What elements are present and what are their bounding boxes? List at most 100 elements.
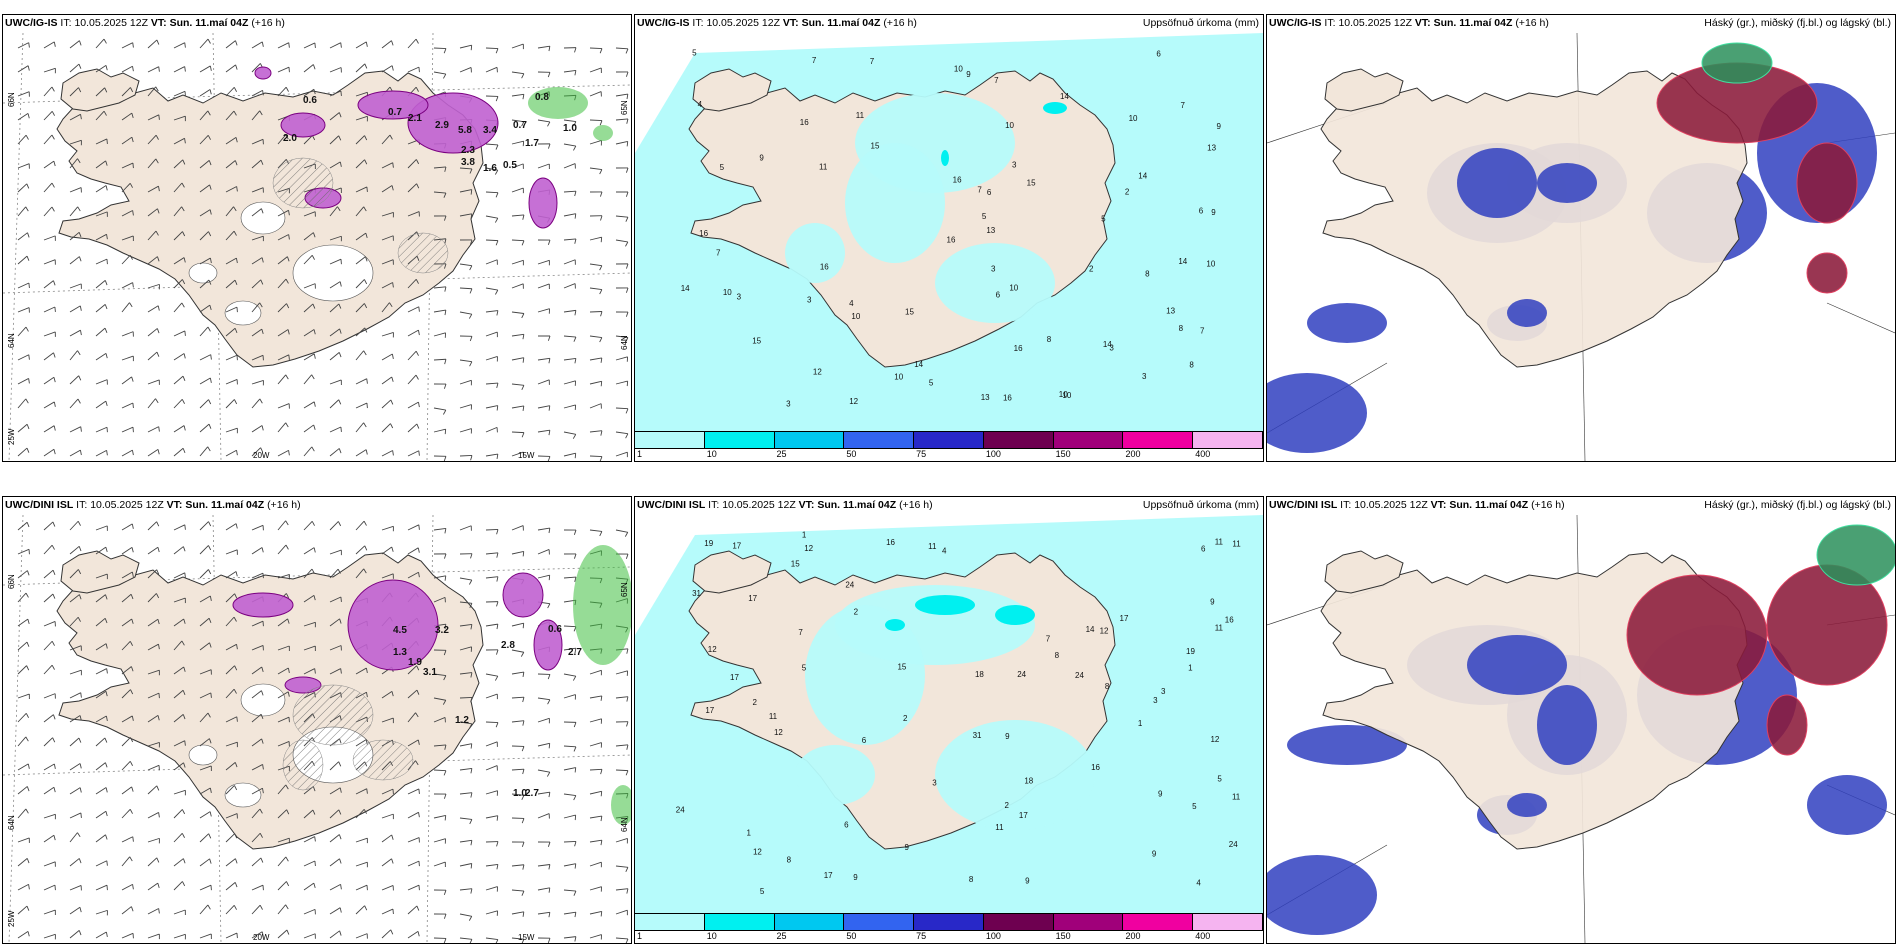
title-lead: (+16 h) bbox=[267, 499, 301, 511]
wind-value-label: 2.7 bbox=[568, 647, 582, 658]
precip-value-label: 5 bbox=[929, 378, 934, 387]
cloud-map bbox=[1267, 33, 1895, 461]
wind-value-label: 5.8 bbox=[458, 125, 472, 136]
precip-value-label: 9 bbox=[904, 843, 909, 852]
precip-value-label: 8 bbox=[1189, 361, 1194, 370]
colorbar-label: 50 bbox=[846, 931, 857, 941]
latitude-label: 66N bbox=[7, 92, 16, 107]
title-vt-prefix: VT: bbox=[782, 17, 799, 29]
wind-value-label: 0.7 bbox=[388, 107, 402, 118]
precip-value-label: 12 bbox=[753, 848, 762, 857]
precip-value-label: 24 bbox=[1017, 670, 1026, 679]
precip-value-label: 5 bbox=[1217, 774, 1222, 783]
wind-value-label: 1.7 bbox=[525, 138, 539, 149]
precip-value-label: 16 bbox=[820, 262, 829, 271]
precip-value-label: 16 bbox=[953, 175, 962, 184]
precip-value-label: 14 bbox=[1086, 625, 1095, 634]
panel-subtitle: Háský (gr.), miðský (fj.bl.) og lágský (… bbox=[1704, 17, 1891, 29]
precip-value-label: 5 bbox=[692, 48, 697, 57]
precip-value-label: 8 bbox=[1179, 324, 1184, 333]
precip-value-label: 17 bbox=[1019, 811, 1028, 820]
colorbar-swatch bbox=[1193, 914, 1263, 930]
precip-value-label: 6 bbox=[1201, 545, 1206, 554]
precip-value-label: 16 bbox=[1014, 344, 1023, 353]
panel-title: UWC/IG-IS IT: 10.05.2025 12Z VT: Sun. 11… bbox=[1269, 17, 1549, 29]
wind-value-label: 2.3 bbox=[461, 145, 475, 156]
colorbar-swatch bbox=[635, 432, 705, 448]
title-model: UWC/DINI ISL bbox=[1269, 499, 1338, 511]
precip-value-label: 6 bbox=[862, 736, 867, 745]
precip-value-label: 2 bbox=[1005, 801, 1010, 810]
precip-value-label: 3 bbox=[991, 264, 996, 273]
colorbar-label: 75 bbox=[916, 449, 927, 459]
precip-value-label: 16 bbox=[1091, 763, 1100, 772]
precip-value-label: 11 bbox=[769, 712, 778, 721]
colorbar-label: 50 bbox=[846, 449, 857, 459]
precip-value-label: 10 bbox=[954, 65, 963, 74]
precip-value-label: 16 bbox=[1225, 616, 1234, 625]
panel-title: UWC/IG-IS IT: 10.05.2025 12Z VT: Sun. 11… bbox=[5, 17, 285, 29]
precip-value-label: 14 bbox=[1103, 340, 1112, 349]
precip-value-label: 10 bbox=[1009, 283, 1018, 292]
colorbar-swatch bbox=[914, 914, 984, 930]
precip-value-label: 13 bbox=[1166, 307, 1175, 316]
title-it-prefix: IT: bbox=[708, 499, 720, 511]
title-model: UWC/DINI ISL bbox=[637, 499, 706, 511]
title-it: 10.05.2025 12Z bbox=[74, 17, 148, 29]
precip-value-label: 9 bbox=[966, 70, 971, 79]
precip-value-label: 7 bbox=[1046, 635, 1051, 644]
title-it-prefix: IT: bbox=[60, 17, 72, 29]
title-vt: Sun. 11.maí 04Z bbox=[1449, 499, 1529, 511]
latitude-label-right: 64N bbox=[620, 335, 629, 350]
precip-value-label: 17 bbox=[1120, 614, 1129, 623]
title-it-prefix: IT: bbox=[76, 499, 88, 511]
wind-value-label: 3.4 bbox=[483, 125, 497, 136]
title-vt-prefix: VT: bbox=[166, 499, 183, 511]
precip-map: 8113121671124211241819972583117171211117… bbox=[635, 515, 1263, 943]
wind-value-label: 0.6 bbox=[548, 624, 562, 635]
precip-value-label: 7 bbox=[870, 57, 875, 66]
precip-value-label: 8 bbox=[1055, 651, 1060, 660]
panel-subtitle: Uppsöfnuð úrkoma (mm) bbox=[1142, 17, 1259, 29]
precip-value-label: 9 bbox=[1152, 850, 1157, 859]
precip-value-label: 11 bbox=[1215, 537, 1224, 546]
precip-value-label: 14 bbox=[1060, 92, 1069, 101]
panel-title: UWC/DINI ISL IT: 10.05.2025 12Z VT: Sun.… bbox=[637, 499, 933, 511]
precip-value-label: 24 bbox=[676, 805, 685, 814]
title-it-prefix: IT: bbox=[692, 17, 704, 29]
title-it: 10.05.2025 12Z bbox=[706, 17, 780, 29]
title-it: 10.05.2025 12Z bbox=[1338, 17, 1412, 29]
colorbar-swatch bbox=[704, 914, 775, 930]
precip-value-label: 2 bbox=[854, 607, 859, 616]
precip-value-label: 18 bbox=[975, 670, 984, 679]
precip-value-label: 5 bbox=[760, 887, 765, 896]
precip-value-label: 2 bbox=[903, 714, 908, 723]
precip-value-label: 10 bbox=[1005, 121, 1014, 130]
precip-value-label: 3 bbox=[786, 399, 791, 408]
colorbar-label: 1 bbox=[637, 449, 643, 459]
precip-value-label: 12 bbox=[813, 368, 822, 377]
latitude-label-right: 64N bbox=[620, 817, 629, 832]
colorbar-swatch bbox=[1123, 914, 1194, 930]
precip-value-label: 11 bbox=[1232, 539, 1241, 548]
panel-cloud-bottom: UWC/DINI ISL IT: 10.05.2025 12Z VT: Sun.… bbox=[1266, 496, 1896, 944]
wind-value-label: 0.8 bbox=[535, 92, 549, 103]
precip-value-label: 1 bbox=[802, 531, 807, 540]
colorbar-label: 100 bbox=[985, 931, 1001, 941]
precip-value-label: 7 bbox=[1180, 101, 1185, 110]
precip-value-label: 6 bbox=[1199, 206, 1204, 215]
title-model: UWC/IG-IS bbox=[5, 17, 58, 29]
longitude-label: 20W bbox=[253, 451, 270, 460]
panel-wind-top: UWC/IG-IS IT: 10.05.2025 12Z VT: Sun. 11… bbox=[2, 14, 632, 462]
precip-colorbar: 1 10 25 50 75 100 150 200 400 bbox=[635, 913, 1263, 943]
precip-value-label: 5 bbox=[802, 663, 807, 672]
precip-value-label: 14 bbox=[681, 284, 690, 293]
precip-value-label: 10 bbox=[894, 372, 903, 381]
precip-value-label: 17 bbox=[732, 542, 741, 551]
precip-value-label: 15 bbox=[1027, 179, 1036, 188]
precip-value-label: 10 bbox=[723, 288, 732, 297]
precip-value-label: 7 bbox=[812, 56, 817, 65]
precip-value-label: 6 bbox=[996, 291, 1001, 300]
precip-value-label: 1 bbox=[747, 829, 752, 838]
precip-value-label: 5 bbox=[1192, 802, 1197, 811]
